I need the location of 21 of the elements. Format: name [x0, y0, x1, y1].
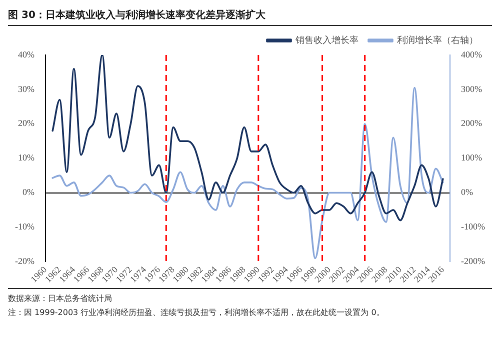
y2-tick-label: 200%	[461, 118, 483, 128]
y2-tick-label: 0%	[461, 187, 474, 198]
y-tick-label: 0%	[22, 187, 35, 198]
y2-tick-label: -100%	[461, 222, 486, 232]
y2-tick-label: 100%	[461, 152, 483, 163]
y2-tick-label: -200%	[461, 256, 486, 266]
source-note: 数据来源：日本总务省统计局	[8, 293, 113, 305]
y-tick-label: 10%	[18, 152, 35, 163]
legend-label: 利润增长率（右轴）	[397, 34, 478, 46]
chart-title: 图 30：日本建筑业收入与利润增长速率变化差异逐渐扩大	[8, 8, 492, 26]
line-series	[52, 55, 444, 222]
text: 注：因 1999-2003 行业净利润经历扭盈、连续亏损及扭亏，利润增长率不适用，故在此处统一设置为 0。	[8, 307, 386, 319]
y2-tick-label: 400%	[461, 49, 483, 60]
y-tick-label: 20%	[18, 118, 35, 128]
y-tick-label: 40%	[18, 49, 35, 60]
y-tick-label: -20%	[14, 256, 35, 266]
legend-label: 销售收入增长率	[294, 34, 358, 46]
line-series	[52, 86, 444, 260]
y-tick-label: -10%	[14, 222, 35, 232]
y2-tick-label: 300%	[461, 84, 483, 94]
y-tick-label: 30%	[18, 84, 35, 94]
